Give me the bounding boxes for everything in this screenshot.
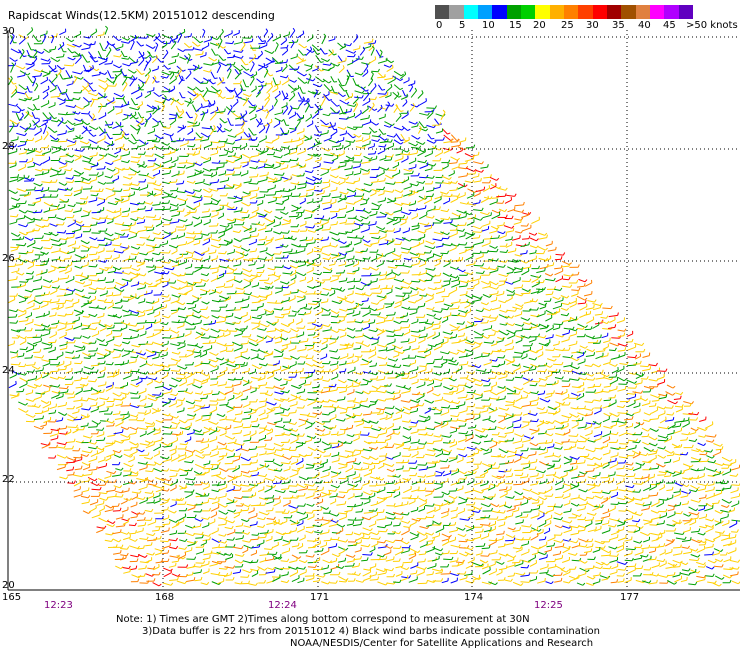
- colorbar-cell: [549, 5, 564, 19]
- colorbar-label: 20: [533, 20, 546, 31]
- colorbar-label: 30: [586, 20, 599, 31]
- colorbar-label: 25: [561, 20, 574, 31]
- colorbar-cell: [592, 5, 607, 19]
- time-label: 12:24: [268, 600, 297, 611]
- latitude-label: 30: [2, 26, 15, 37]
- colorbar-label: 45: [663, 20, 676, 31]
- colorbar-cell: [506, 5, 521, 19]
- latitude-label: 24: [2, 365, 15, 376]
- colorbar-cell: [463, 5, 478, 19]
- colorbar-label: 0: [436, 20, 443, 31]
- colorbar-cell: [477, 5, 493, 19]
- colorbar-cell: [606, 5, 622, 19]
- colorbar-cell: [435, 5, 450, 19]
- latitude-label: 28: [2, 141, 15, 152]
- longitude-label: 177: [620, 592, 640, 603]
- wind-speed-colorbar: [435, 5, 693, 19]
- footnote-line: NOAA/NESDIS/Center for Satellite Applica…: [290, 638, 594, 649]
- colorbar-labels: 0 5 10 15 20 25 30 35 40 45 >50 knots: [432, 20, 740, 34]
- colorbar-cell: [621, 5, 636, 19]
- longitude-label: 168: [155, 592, 175, 603]
- colorbar-cell: [520, 5, 536, 19]
- colorbar-cell: [664, 5, 679, 19]
- map-title: Rapidscat Winds(12.5KM) 20151012 descend…: [8, 9, 275, 22]
- longitude-label: 165: [2, 592, 22, 603]
- colorbar-cell: [563, 5, 579, 19]
- colorbar-cell: [449, 5, 464, 19]
- colorbar-cell: [492, 5, 507, 19]
- latitude-label: 26: [2, 253, 15, 264]
- footnote-line: 3)Data buffer is 22 hrs from 20151012 4)…: [142, 626, 600, 637]
- colorbar-label: 5: [459, 20, 466, 31]
- colorbar-label: 35: [612, 20, 625, 31]
- latitude-label: 20: [2, 580, 15, 591]
- lat-lon-grid: [8, 30, 740, 590]
- colorbar-label: >50 knots: [686, 20, 738, 31]
- longitude-label: 171: [310, 592, 330, 603]
- longitude-label: 174: [464, 592, 484, 603]
- footnote-line: Note: 1) Times are GMT 2)Times along bot…: [116, 614, 530, 625]
- colorbar-cell: [649, 5, 665, 19]
- colorbar-label: 10: [482, 20, 495, 31]
- colorbar-cell: [635, 5, 650, 19]
- colorbar-label: 15: [509, 20, 522, 31]
- time-label: 12:23: [44, 600, 73, 611]
- time-label: 12:25: [534, 600, 563, 611]
- latitude-label: 22: [2, 474, 15, 485]
- colorbar-cell: [535, 5, 550, 19]
- colorbar-cell: [678, 5, 693, 19]
- wind-barb-swath: [8, 25, 740, 587]
- colorbar-label: 40: [638, 20, 651, 31]
- colorbar-cell: [578, 5, 593, 19]
